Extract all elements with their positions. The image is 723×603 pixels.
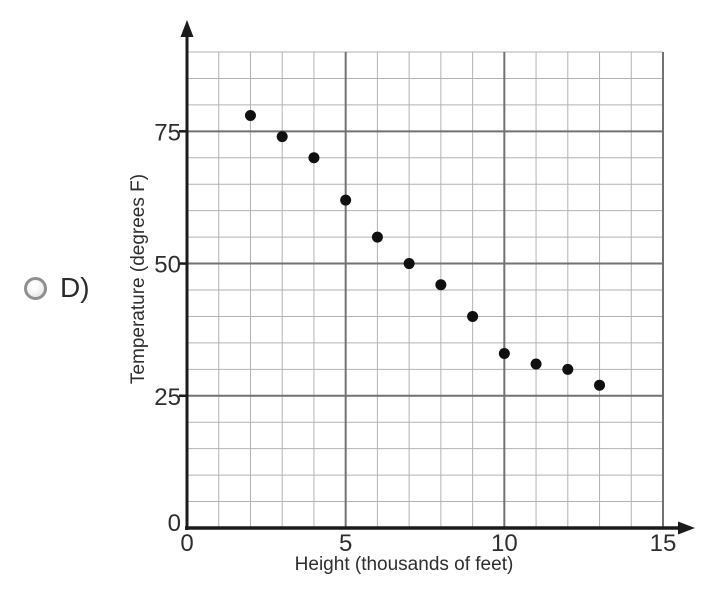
y-axis-arrowhead [180,20,194,37]
data-point [308,152,320,164]
y-axis-tick-label: 75 [154,119,181,146]
y-axis-title: Temperature (degrees F) [128,174,149,384]
data-point [530,358,542,370]
x-axis-tick-label: 10 [491,530,518,557]
data-point [244,109,256,121]
x-axis-tick-label: 5 [339,530,352,557]
data-point [340,194,352,206]
data-point [276,131,288,143]
radio-button-option-d[interactable] [24,276,47,300]
answer-option-row: D) [24,274,90,302]
data-point [594,379,606,391]
data-point [467,310,479,322]
data-point [435,279,447,291]
x-axis-arrowhead [678,521,695,535]
y-axis-tick-label: 25 [154,384,181,411]
x-axis-tick-label: 0 [180,530,193,557]
option-label: D) [60,272,90,303]
y-axis-tick-label: 50 [154,252,181,279]
data-point [403,258,415,270]
x-axis-title: Height (thousands of feet) [295,554,514,575]
data-point [498,347,510,359]
y-axis-tick-label: 0 [168,510,181,537]
data-point [562,363,574,375]
data-point [371,231,383,243]
x-axis-tick-label: 15 [650,530,677,557]
